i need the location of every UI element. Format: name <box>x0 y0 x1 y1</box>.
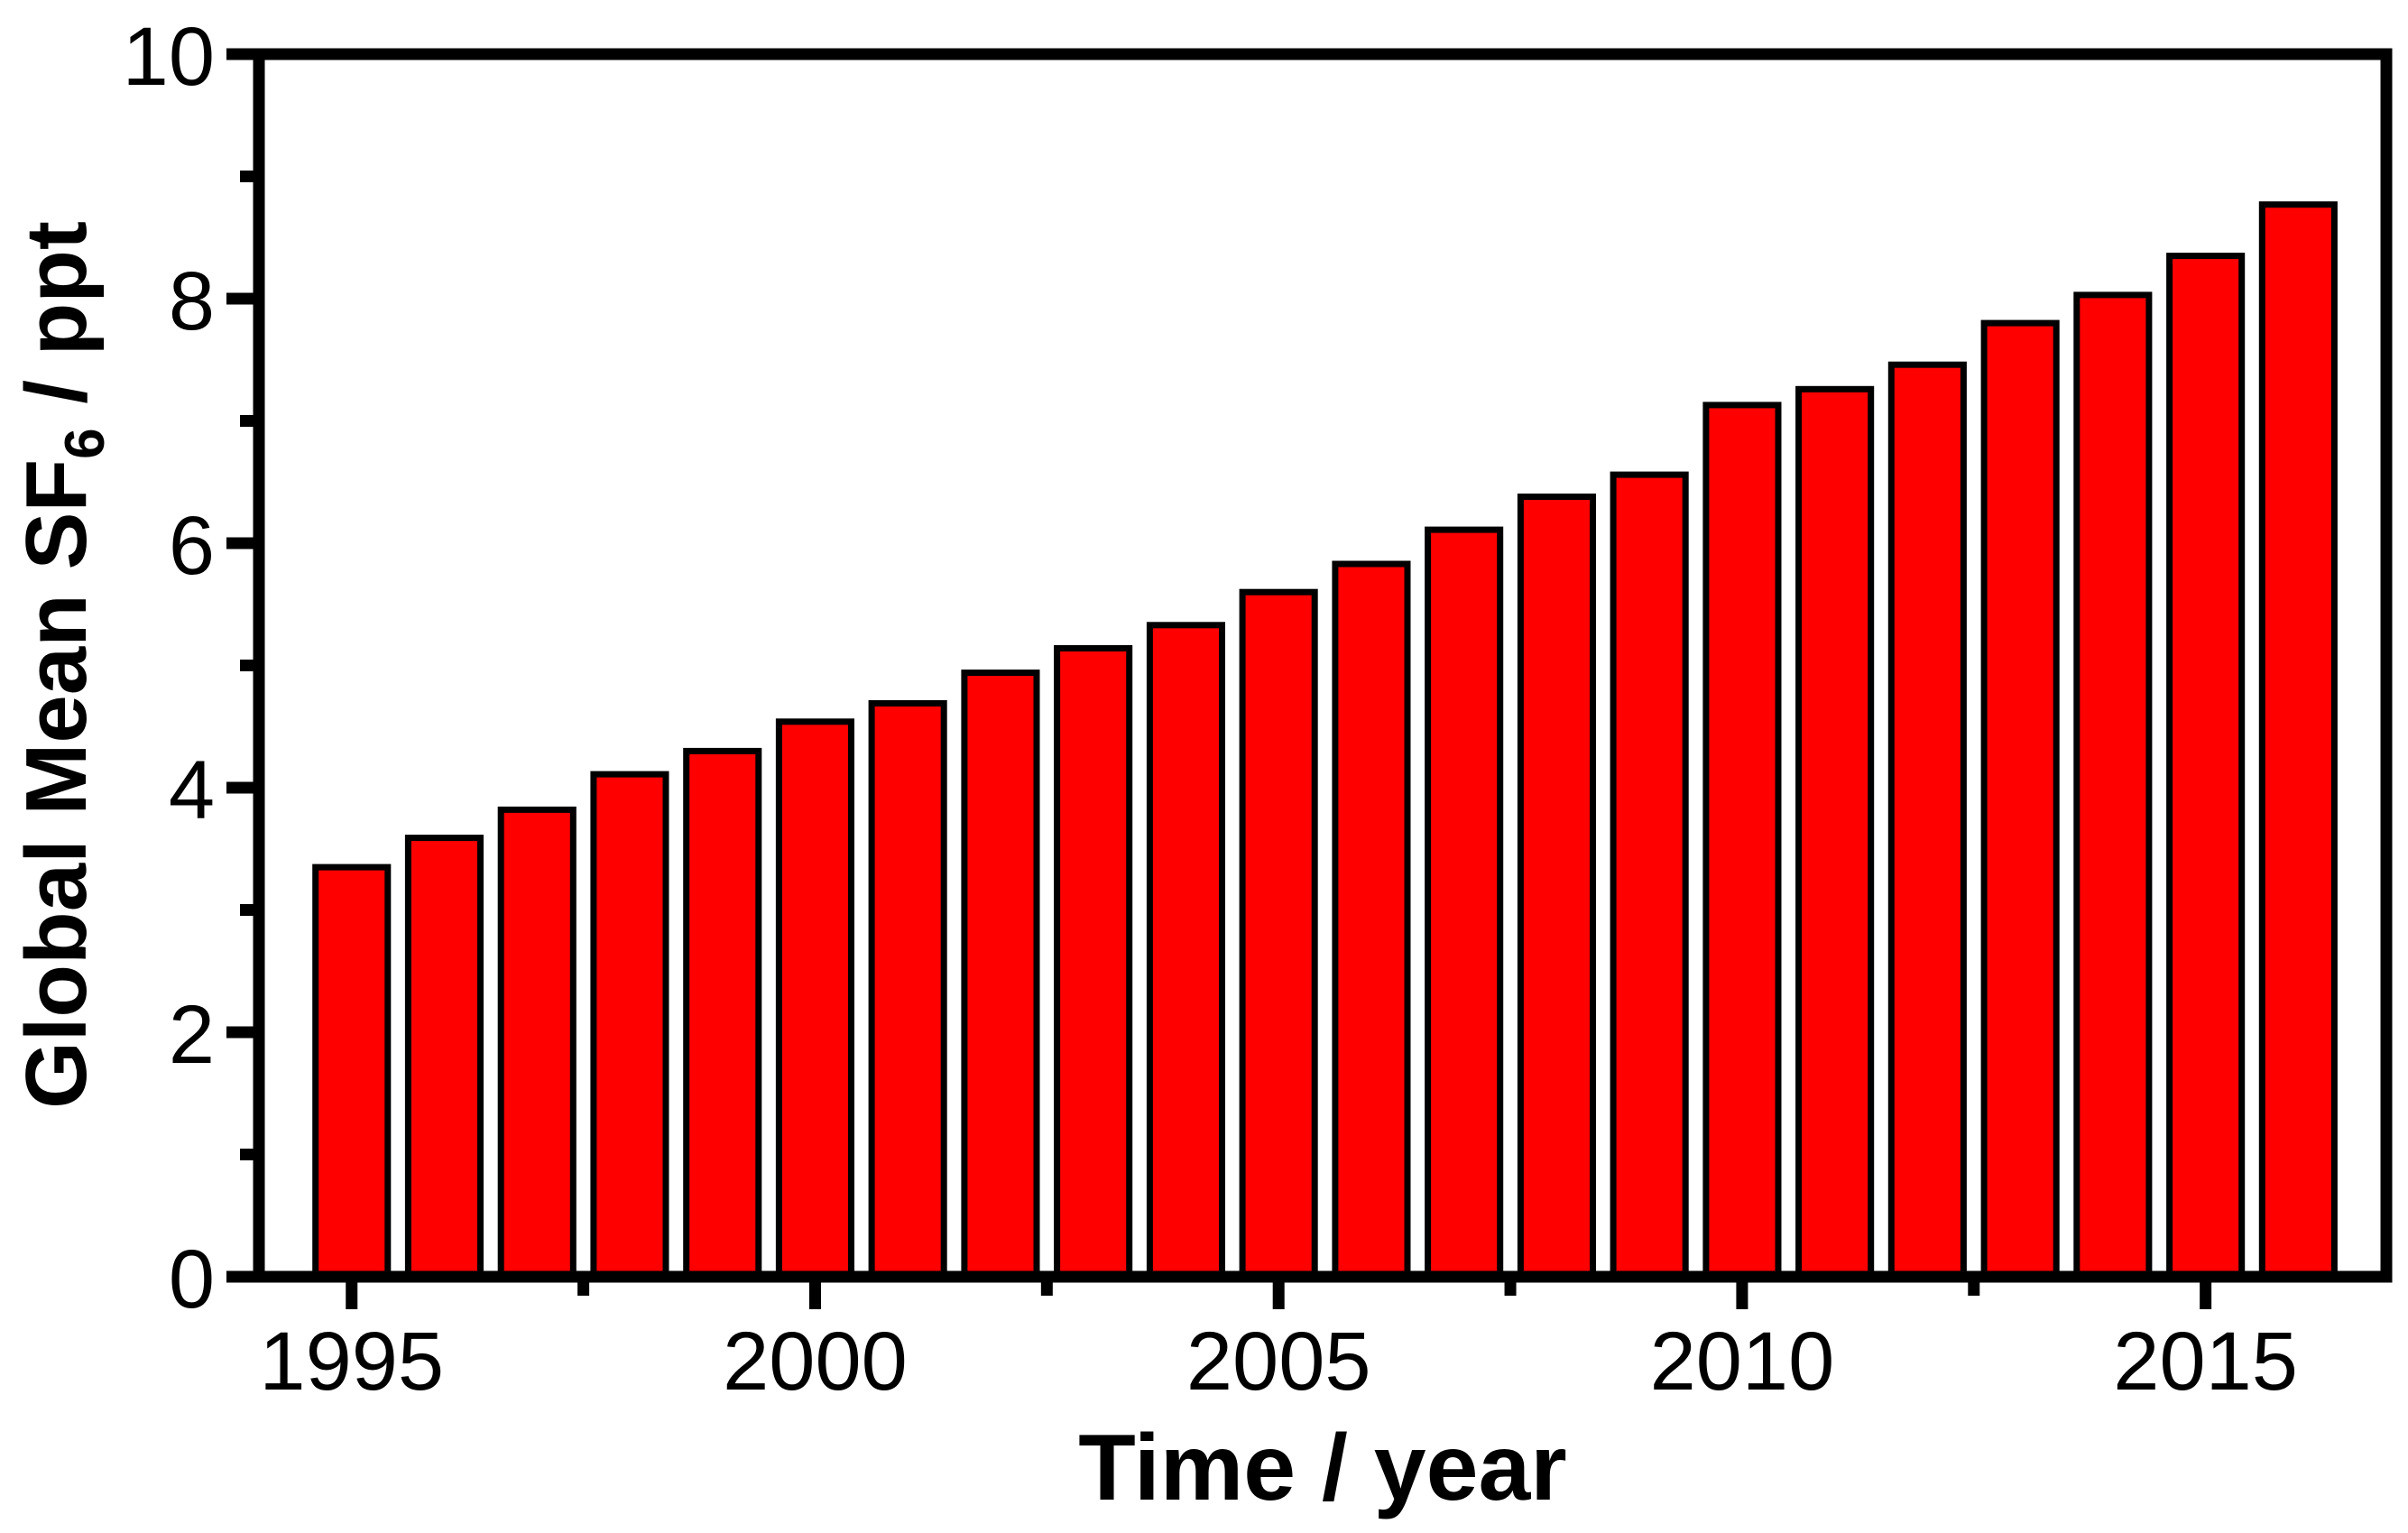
x-tick-label-2010: 2010 <box>1650 1316 1835 1408</box>
bar-2015 <box>2166 253 2246 1280</box>
bar-2000 <box>775 718 855 1280</box>
x-axis-tick-labels: 1995 2000 2005 2010 2015 <box>259 1316 2298 1408</box>
x-axis-ticks <box>346 1282 2212 1309</box>
y-title-subscript: 6 <box>54 428 116 458</box>
bar-2001 <box>868 700 947 1280</box>
bar-2011 <box>1795 385 1875 1280</box>
plot-border <box>253 48 2393 1283</box>
bar-2003 <box>1054 645 1133 1280</box>
y-title-prefix: Global Mean SF <box>8 459 105 1109</box>
bar-2009 <box>1610 471 1689 1280</box>
bar-2007 <box>1425 526 1504 1280</box>
bar-2005 <box>1239 588 1318 1280</box>
x-tick-label-2005: 2005 <box>1186 1316 1371 1408</box>
y-tick-label-8: 8 <box>169 255 215 347</box>
bar-1999 <box>683 747 762 1280</box>
y-axis-tick-labels: 0 2 4 6 8 10 <box>123 11 215 1325</box>
y-title-suffix: / ppt <box>8 221 105 428</box>
bar-2014 <box>2073 291 2153 1280</box>
y-axis-title: Global Mean SF6 / ppt <box>8 221 116 1109</box>
bar-2004 <box>1146 622 1226 1280</box>
bar-2012 <box>1887 361 1967 1280</box>
y-tick-label-2: 2 <box>169 989 215 1081</box>
x-axis-title: Time / year <box>1078 1416 1567 1520</box>
x-tick-label-2015: 2015 <box>2113 1316 2298 1408</box>
x-tick-label-1995: 1995 <box>259 1316 444 1408</box>
bar-2013 <box>1980 319 2060 1280</box>
bar-2008 <box>1517 494 1597 1280</box>
bar-1996 <box>404 835 484 1280</box>
y-tick-label-10: 10 <box>123 11 215 103</box>
bar-2002 <box>961 670 1040 1280</box>
x-tick-label-2000: 2000 <box>723 1316 908 1408</box>
y-tick-label-6: 6 <box>169 500 215 592</box>
bar-2010 <box>1702 402 1782 1280</box>
y-tick-label-4: 4 <box>169 744 215 836</box>
bar-2006 <box>1332 560 1411 1280</box>
bars-group <box>312 201 2338 1280</box>
bar-1998 <box>590 771 669 1280</box>
bar-1995 <box>312 863 392 1280</box>
y-tick-label-0: 0 <box>169 1233 215 1325</box>
y-axis-ticks <box>226 48 254 1283</box>
bar-1997 <box>497 806 577 1280</box>
bar-2016 <box>2258 201 2338 1280</box>
